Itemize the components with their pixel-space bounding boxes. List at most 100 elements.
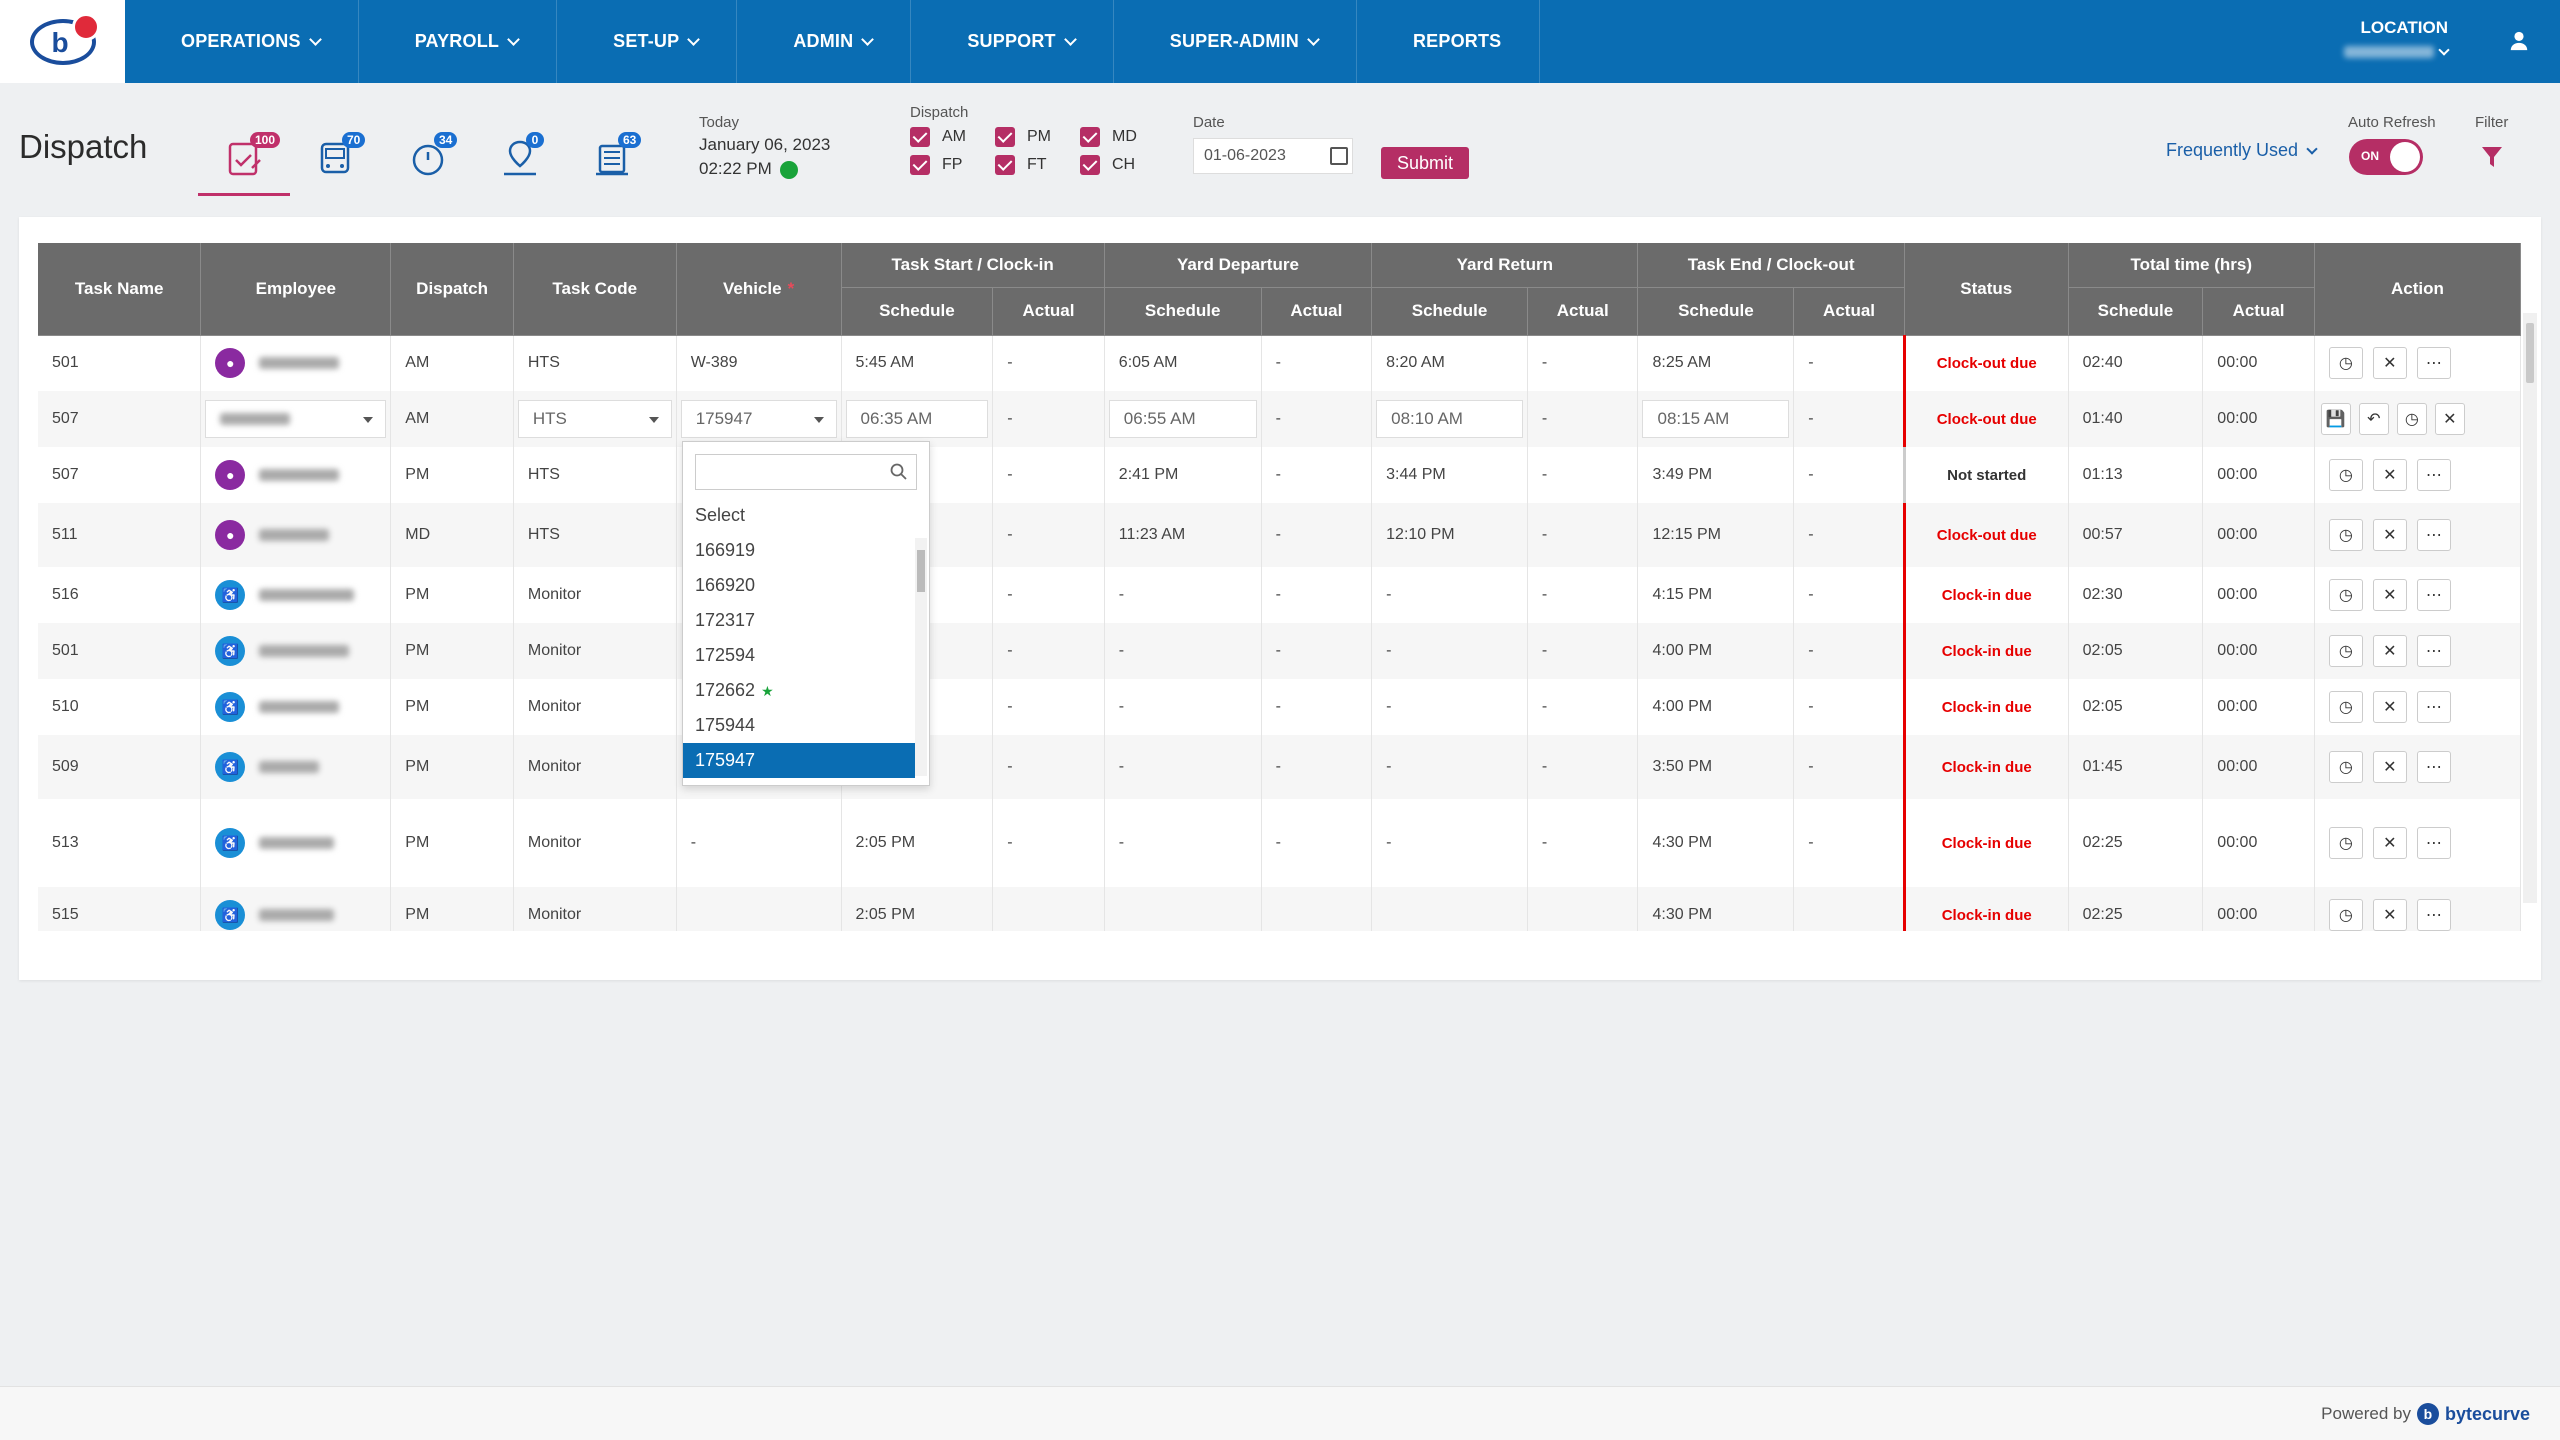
dropdown-scrollbar[interactable] [915, 538, 927, 776]
auto-refresh-toggle[interactable]: ON [2349, 139, 2423, 175]
more-icon[interactable]: ⋯ [2416, 899, 2451, 931]
app-logo[interactable]: b [0, 0, 125, 83]
clock-icon[interactable]: ◷ [2396, 403, 2427, 435]
frequently-used-dropdown[interactable]: Frequently Used [2166, 140, 2318, 161]
clock-icon[interactable]: ◷ [2328, 691, 2363, 723]
checkbox-md[interactable]: MD [1080, 127, 1165, 147]
cell-employee: ● [200, 335, 392, 391]
clock-icon[interactable]: ◷ [2328, 347, 2363, 380]
date-input[interactable]: 01-06-2023 [1193, 138, 1353, 174]
cell-ret-schedule: 3:44 PM [1371, 447, 1528, 503]
col-vehicle-label: Vehicle [722, 278, 782, 298]
badge-timers[interactable]: 34 [382, 130, 474, 196]
checkbox-pm[interactable]: PM [995, 127, 1080, 147]
clock-icon[interactable]: ◷ [2328, 751, 2363, 783]
scrollbar-thumb[interactable] [917, 550, 925, 592]
close-icon[interactable]: ✕ [2372, 519, 2407, 551]
col-status[interactable]: Status [1904, 243, 2069, 336]
grid-scrollbar[interactable] [2523, 313, 2537, 903]
more-icon[interactable]: ⋯ [2416, 459, 2451, 491]
dropdown-option[interactable]: 175944 [695, 715, 756, 735]
task-code-select[interactable]: HTS [517, 400, 672, 438]
more-icon[interactable]: ⋯ [2416, 347, 2451, 380]
employee-select[interactable] [205, 400, 387, 438]
dropdown-option-starred[interactable]: 172662 ★ [683, 673, 915, 708]
cell-dep-schedule [1104, 887, 1262, 931]
departure-time-input[interactable]: 06:55 AM [1108, 400, 1257, 438]
nav-support[interactable]: SUPPORT [911, 0, 1114, 83]
dropdown-option[interactable]: 166919 [695, 540, 756, 560]
close-icon[interactable]: ✕ [2372, 691, 2407, 723]
more-icon[interactable]: ⋯ [2416, 635, 2451, 667]
close-icon[interactable]: ✕ [2372, 579, 2407, 611]
return-time-input[interactable]: 08:10 AM [1376, 400, 1523, 438]
clock-icon[interactable]: ◷ [2328, 899, 2363, 931]
col-employee[interactable]: Employee [200, 243, 392, 336]
dropdown-option[interactable]: Select [695, 505, 746, 525]
filter-funnel-icon[interactable] [2481, 145, 2503, 169]
cell-code: Monitor [513, 623, 677, 679]
user-icon[interactable] [2508, 30, 2530, 52]
start-time-input[interactable]: 06:35 AM [845, 400, 989, 438]
undo-icon[interactable]: ↶ [2358, 403, 2389, 435]
more-icon[interactable]: ⋯ [2416, 751, 2451, 783]
end-time-input[interactable]: 08:15 AM [1642, 400, 1790, 438]
badge-garage[interactable]: 63 [566, 130, 658, 196]
more-icon[interactable]: ⋯ [2416, 691, 2451, 723]
location-selector[interactable]: LOCATION [2308, 18, 2450, 58]
close-icon[interactable]: ✕ [2372, 459, 2407, 491]
cell-dispatch: PM [390, 799, 514, 887]
vehicle-select[interactable]: 175947 [680, 400, 837, 438]
cell-ret-schedule: - [1371, 567, 1528, 623]
checkbox-am[interactable]: AM [910, 127, 995, 147]
dropdown-option[interactable]: 172594 [695, 645, 756, 665]
close-icon[interactable]: ✕ [2372, 899, 2407, 931]
clock-icon[interactable]: ◷ [2328, 579, 2363, 611]
save-icon[interactable]: 💾 [2320, 403, 2351, 435]
required-mark-icon: * [787, 278, 795, 298]
close-icon[interactable]: ✕ [2372, 827, 2407, 859]
driver-avatar-icon: ● [215, 348, 246, 379]
close-icon[interactable]: ✕ [2372, 347, 2407, 380]
nav-super-admin[interactable]: SUPER-ADMIN [1114, 0, 1357, 83]
dropdown-option-selected[interactable]: 175947 [683, 743, 915, 778]
nav-admin[interactable]: ADMIN [737, 0, 912, 83]
close-icon[interactable]: ✕ [2434, 403, 2465, 435]
submit-button[interactable]: Submit [1381, 147, 1469, 179]
checkbox-fp[interactable]: FP [910, 155, 995, 175]
dropdown-option[interactable]: 172317 [695, 610, 756, 630]
clock-icon[interactable]: ◷ [2328, 519, 2363, 551]
cell-vehicle: - [676, 799, 842, 887]
calendar-icon[interactable] [1330, 147, 1348, 165]
dropdown-arrow-icon [813, 417, 824, 423]
close-icon[interactable]: ✕ [2372, 635, 2407, 667]
more-icon[interactable]: ⋯ [2416, 579, 2451, 611]
badge-tasks[interactable]: 100 [198, 130, 290, 196]
badge-count: 63 [618, 132, 642, 148]
nav-setup[interactable]: SET-UP [557, 0, 738, 83]
col-task-code[interactable]: Task Code [513, 243, 677, 336]
close-icon[interactable]: ✕ [2372, 751, 2407, 783]
dropdown-search-input[interactable] [695, 454, 917, 490]
col-dispatch[interactable]: Dispatch [390, 243, 514, 336]
clock-icon[interactable]: ◷ [2328, 459, 2363, 491]
scrollbar-thumb[interactable] [2526, 323, 2534, 383]
clock-icon[interactable]: ◷ [2328, 827, 2363, 859]
cell-actions: ◷ ✕ ⋯ [2314, 447, 2522, 503]
badge-locations[interactable]: 0 [474, 130, 566, 196]
nav-payroll[interactable]: PAYROLL [359, 0, 558, 83]
more-icon[interactable]: ⋯ [2416, 519, 2451, 551]
footer: Powered by b bytecurve [0, 1386, 2560, 1440]
col-task-name[interactable]: Task Name [38, 243, 202, 336]
checkbox-ft[interactable]: FT [995, 155, 1080, 175]
nav-operations[interactable]: OPERATIONS [125, 0, 359, 83]
badge-buses[interactable]: 70 [290, 130, 382, 196]
col-vehicle[interactable]: Vehicle * [676, 243, 842, 336]
more-icon[interactable]: ⋯ [2416, 827, 2451, 859]
clock-icon[interactable]: ◷ [2328, 635, 2363, 667]
dropdown-option[interactable]: 166920 [695, 575, 756, 595]
redacted-name [259, 357, 340, 370]
cell-task: 501 [38, 335, 202, 391]
nav-reports[interactable]: REPORTS [1357, 0, 1541, 83]
checkbox-ch[interactable]: CH [1080, 155, 1165, 175]
